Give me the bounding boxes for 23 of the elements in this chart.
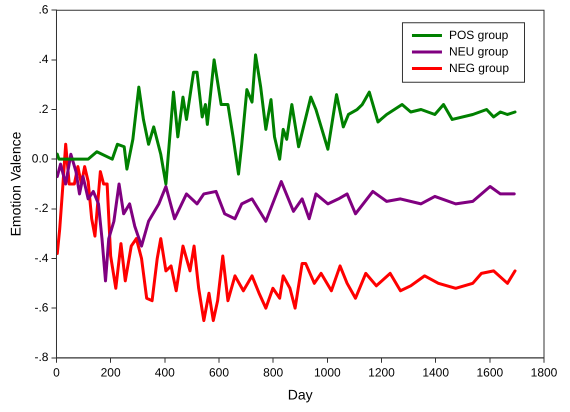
legend-label: NEG group — [448, 60, 510, 75]
legend-label: POS group — [448, 28, 509, 42]
x-tick-label: 1400 — [422, 365, 450, 380]
x-axis-title: Day — [288, 386, 313, 402]
y-tick-label: .2 — [38, 102, 49, 116]
x-tick-label: 0 — [53, 365, 60, 380]
x-tick-label: 1000 — [314, 365, 341, 380]
y-tick-label: 0.0 — [32, 151, 49, 166]
x-tick-label: 400 — [154, 365, 176, 380]
y-axis-title: Emotion Valence — [7, 131, 24, 236]
x-tick-label: 200 — [100, 365, 121, 380]
y-tick-label: .4 — [38, 52, 49, 66]
x-tick-label: 800 — [263, 365, 284, 380]
x-tick-label: 600 — [208, 365, 230, 380]
x-tick-label: 1600 — [476, 365, 504, 380]
y-tick-label: -.6 — [34, 300, 49, 314]
y-tick-label: -.2 — [34, 201, 49, 216]
x-tick-label: 1200 — [368, 365, 396, 380]
x-tick-label: 1800 — [530, 365, 558, 380]
y-tick-label: -.4 — [34, 250, 49, 265]
y-tick-label: .6 — [38, 2, 49, 17]
y-tick-label: -.8 — [34, 350, 49, 364]
legend-label: NEU group — [448, 44, 509, 58]
